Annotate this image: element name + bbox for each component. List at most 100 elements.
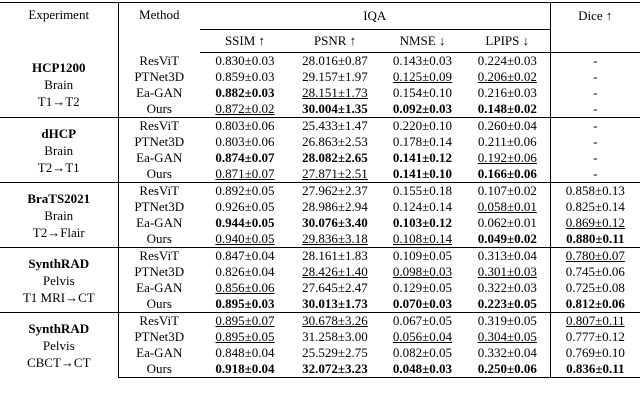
value-text: 0.107±0.02	[477, 183, 537, 198]
value-cell: 30.678±3.26	[290, 312, 380, 329]
value-cell: 0.812±0.06	[550, 296, 640, 313]
value-text: 0.856±0.06	[215, 280, 275, 295]
header-cell: PSNR ↑	[290, 29, 380, 53]
value-cell: 0.143±0.03	[380, 53, 465, 70]
value-text: 0.141±0.12	[392, 150, 453, 165]
value-cell: 0.192±0.06	[465, 150, 551, 166]
value-text: 30.678±3.26	[302, 313, 368, 328]
value-text: 0.940±0.05	[215, 231, 275, 246]
header-cell: SSIM ↑	[200, 29, 290, 53]
value-cell: 0.880±0.11	[550, 231, 640, 248]
value-text: 27.645±2.47	[302, 280, 368, 295]
value-text: 32.072±3.23	[302, 361, 368, 376]
value-text: 0.895±0.05	[215, 329, 275, 344]
value-cell: 32.072±3.23	[290, 361, 380, 378]
value-text: 0.109±0.05	[392, 248, 453, 263]
value-text: 0.301±0.03	[477, 264, 537, 279]
value-text: 0.166±0.06	[477, 166, 537, 181]
value-text: 0.874±0.07	[215, 150, 275, 165]
method-cell: ResViT	[118, 247, 200, 264]
value-text: 0.092±0.03	[392, 101, 453, 116]
value-cell: 0.166±0.06	[465, 166, 551, 183]
experiment-region: Pelvis	[42, 272, 75, 288]
value-cell: 0.895±0.03	[200, 296, 290, 313]
value-cell: 0.082±0.05	[380, 345, 465, 361]
value-text: 0.216±0.03	[477, 85, 537, 100]
value-cell: 0.859±0.03	[200, 69, 290, 85]
table-row: PTNet3D 0.895±0.05 31.258±3.00 0.056±0.04 0.…	[0, 329, 640, 345]
value-cell: 0.141±0.12	[380, 150, 465, 166]
value-text: 0.825±0.14	[565, 199, 625, 214]
value-cell: 0.260±0.04	[465, 117, 551, 134]
results-table: Experiment Method IQA Dice ↑ SSIM ↑ PSNR…	[0, 2, 640, 378]
table-row: Ours 0.918±0.04 32.072±3.23 0.048±0.03 0.250…	[0, 361, 640, 378]
value-cell: -	[550, 166, 640, 183]
value-text: 0.777±0.12	[565, 329, 625, 344]
value-text: 0.148±0.02	[477, 101, 537, 116]
value-cell: 0.895±0.07	[200, 312, 290, 329]
value-cell: 0.109±0.05	[380, 247, 465, 264]
value-text: 28.986±2.94	[302, 199, 368, 214]
method-cell: ResViT	[139, 52, 180, 68]
table-row: Ea-GAN 0.848±0.04 25.529±2.75 0.082±0.05 0.3…	[0, 345, 640, 361]
header-cell: IQA	[200, 2, 551, 30]
value-cell: 29.157±1.97	[290, 69, 380, 85]
value-cell: 0.049±0.02	[465, 231, 551, 248]
value-text: 0.803±0.06	[215, 118, 275, 133]
value-cell: 27.962±2.37	[290, 182, 380, 199]
value-text: 0.780±0.07	[565, 248, 625, 263]
method-cell: Ea-GAN	[136, 85, 183, 100]
value-cell: 0.322±0.03	[465, 280, 551, 296]
value-cell: 30.076±3.40	[290, 215, 380, 231]
experiment-region: Pelvis	[42, 337, 75, 353]
method-cell: Ea-GAN	[136, 215, 183, 230]
value-cell: 0.874±0.07	[200, 150, 290, 166]
value-text: -	[593, 150, 598, 165]
value-text: -	[593, 69, 598, 84]
value-cell: 0.107±0.02	[465, 182, 551, 199]
value-cell: 0.940±0.05	[200, 231, 290, 248]
table-row: Ea-GAN 0.944±0.05 30.076±3.40 0.103±0.12 0.0…	[0, 215, 640, 231]
value-cell: 28.016±0.87	[290, 53, 380, 70]
value-cell: 0.304±0.05	[465, 329, 551, 345]
table-row: SynthRAD Pelvis CBCT→CT ResViT 0.895±0.07 30.…	[0, 312, 640, 378]
experiment-task: CBCT→CT	[26, 354, 91, 370]
value-cell: 0.178±0.14	[380, 134, 465, 150]
method-cell: PTNet3D	[134, 264, 185, 279]
value-text: 0.880±0.11	[566, 231, 625, 246]
value-text: 29.836±3.18	[302, 231, 368, 246]
value-text: 26.863±2.53	[302, 134, 368, 149]
value-text: -	[593, 166, 598, 181]
value-cell: 28.151±1.73	[290, 85, 380, 101]
value-text: 0.872±0.02	[215, 101, 275, 116]
value-cell: 28.082±2.65	[290, 150, 380, 166]
method-cell: Ea-GAN	[136, 280, 183, 295]
header-cell: NMSE ↓	[380, 29, 465, 53]
value-text: 0.070±0.03	[392, 296, 453, 311]
method-cell: PTNet3D	[134, 134, 185, 149]
table-row: PTNet3D 0.859±0.03 29.157±1.97 0.125±0.09 0.…	[0, 69, 640, 85]
value-text: 0.803±0.06	[215, 134, 275, 149]
value-text: 0.895±0.07	[215, 313, 275, 328]
value-text: 0.062±0.01	[477, 215, 537, 230]
value-cell: 28.426±1.40	[290, 264, 380, 280]
value-text: 0.858±0.13	[565, 183, 625, 198]
value-cell: 30.013±1.73	[290, 296, 380, 313]
value-cell: 0.848±0.04	[200, 345, 290, 361]
method-cell: PTNet3D	[134, 199, 185, 214]
method-cell: Ea-GAN	[136, 345, 183, 360]
value-cell: 0.129±0.05	[380, 280, 465, 296]
value-text: -	[593, 53, 598, 68]
method-cell: Ours	[146, 101, 172, 116]
experiment-cell: SynthRAD Pelvis T1 MRI→CT	[0, 247, 119, 313]
value-cell: 0.803±0.06	[200, 117, 290, 134]
value-cell: 0.250±0.06	[465, 361, 551, 378]
method-cell: ResViT	[118, 117, 200, 134]
value-text: 0.313±0.04	[477, 248, 537, 263]
value-cell: 0.825±0.14	[550, 199, 640, 215]
value-cell: 0.108±0.14	[380, 231, 465, 248]
value-cell: 27.645±2.47	[290, 280, 380, 296]
value-text: 0.944±0.05	[215, 215, 275, 230]
value-text: 0.224±0.03	[477, 53, 537, 68]
value-cell: 0.777±0.12	[550, 329, 640, 345]
